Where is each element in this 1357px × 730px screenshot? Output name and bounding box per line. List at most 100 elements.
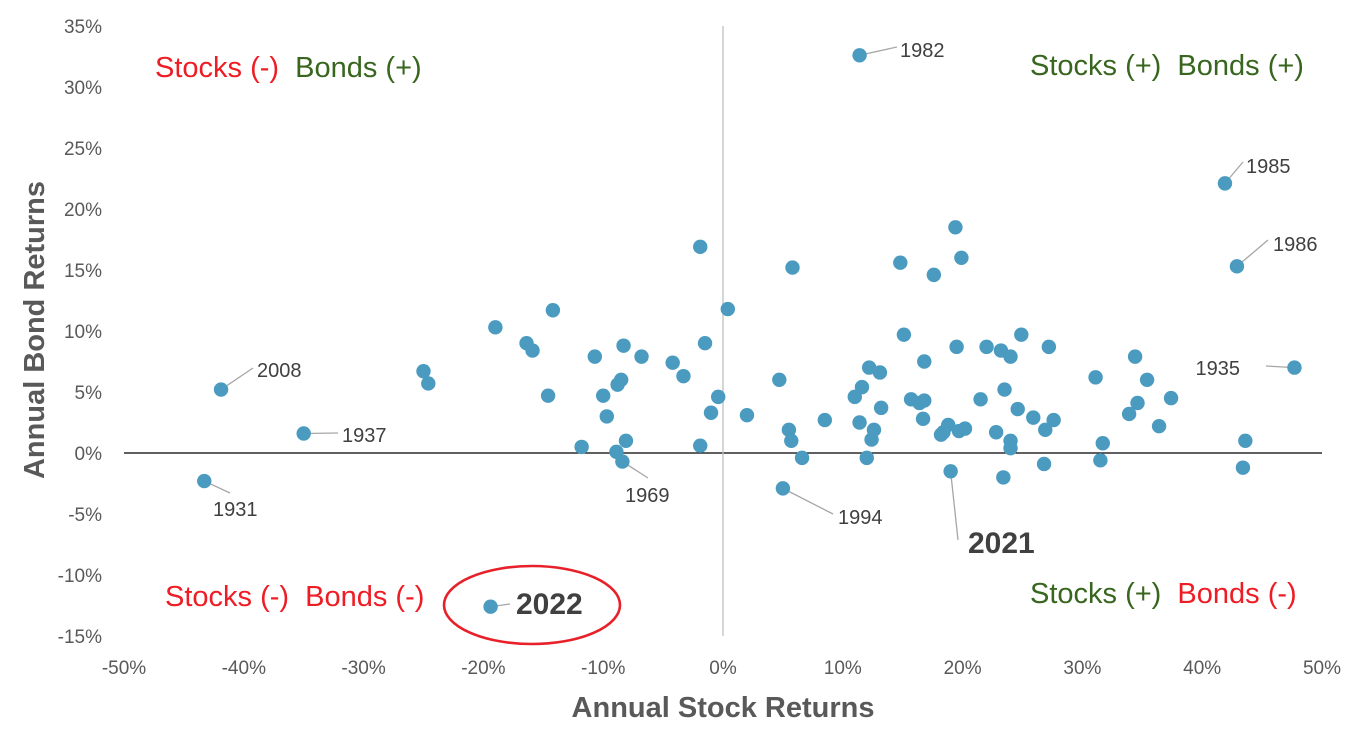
data-point [416, 364, 431, 379]
data-point [973, 392, 988, 407]
point-label-2021: 2021 [968, 527, 1035, 560]
data-point [676, 368, 691, 384]
quadrant-top-left-stocks: Stocks (-) [155, 52, 279, 84]
x-tick-label: 40% [1183, 658, 1221, 679]
data-point [1014, 327, 1029, 342]
data-point [941, 417, 956, 433]
y-tick-label: 0% [75, 444, 103, 465]
y-tick-label: -10% [58, 566, 102, 587]
data-point [540, 388, 556, 403]
x-tick-label: -40% [222, 658, 266, 679]
data-point [693, 239, 708, 255]
data-point [949, 339, 964, 355]
data-point [1151, 418, 1167, 434]
x-tick-label: -20% [461, 658, 505, 679]
data-point [817, 412, 833, 428]
x-tick-label: -10% [581, 658, 625, 679]
data-point [720, 301, 735, 317]
x-tick-label: 50% [1303, 658, 1341, 679]
data-point [697, 336, 713, 351]
point-label-2008: 2008 [257, 360, 302, 382]
data-point [1127, 349, 1143, 364]
x-axis-ticks: -50% -40% -30% -20% -10% 0% 10% 20% 30% 40% 50% [102, 658, 1341, 679]
labeled-points: 1982 1985 1986 2008 1935 1937 1931 1969 1994 2021… [197, 40, 1318, 621]
point-label-1986: 1986 [1273, 234, 1318, 256]
data-point [772, 372, 787, 387]
data-point-1982 [852, 48, 867, 63]
data-point-2022 [483, 599, 498, 614]
data-point [948, 220, 963, 235]
y-axis-title: Annual Bond Returns [19, 181, 51, 479]
data-point [545, 303, 561, 318]
data-point [917, 393, 932, 408]
data-point [1026, 410, 1041, 425]
point-label-2022: 2022 [516, 588, 583, 621]
data-point [1238, 433, 1253, 448]
data-point [421, 376, 436, 391]
data-point [693, 438, 708, 453]
data-point [873, 400, 889, 416]
point-label-1931: 1931 [213, 499, 258, 521]
data-point [616, 338, 631, 353]
data-point [1139, 372, 1155, 387]
data-point [665, 355, 680, 370]
data-point-1969 [615, 454, 630, 469]
point-label-1969: 1969 [625, 485, 670, 507]
y-tick-label: -5% [68, 505, 102, 526]
x-tick-label: -50% [102, 658, 146, 679]
y-tick-label: -15% [58, 627, 102, 648]
data-point [979, 339, 994, 355]
data-point [852, 415, 867, 430]
point-label-1994: 1994 [838, 507, 883, 529]
data-point [574, 439, 589, 455]
quadrant-label-top-left: Stocks (-) Bonds (+) [155, 52, 422, 84]
x-tick-label: 0% [709, 658, 737, 679]
quadrant-top-left-bonds: Bonds (+) [295, 52, 422, 84]
data-point [1093, 453, 1108, 468]
data-point [1163, 390, 1179, 406]
data-point-1931 [197, 473, 212, 489]
data-point [866, 422, 882, 438]
data-point [954, 250, 969, 265]
data-point [915, 411, 931, 427]
x-axis-title: Annual Stock Returns [572, 692, 875, 724]
y-axis-ticks: 35% 30% 25% 20% 15% 10% 5% 0% -5% -10% -15% [58, 17, 102, 648]
data-point [1003, 349, 1018, 364]
data-point [784, 433, 799, 448]
point-label-1935: 1935 [1196, 358, 1241, 380]
data-point [587, 349, 603, 364]
y-tick-label: 35% [64, 17, 102, 38]
quadrant-bottom-right-stocks: Stocks (+) [1030, 578, 1161, 610]
y-tick-label: 30% [64, 78, 102, 99]
x-tick-label: 30% [1063, 658, 1101, 679]
data-point [711, 389, 726, 405]
quadrant-label-bottom-right: Stocks (+) Bonds (-) [1030, 578, 1297, 610]
data-point [859, 450, 874, 466]
quadrant-bottom-left-stocks: Stocks (-) [165, 581, 289, 613]
data-point [618, 433, 634, 448]
point-label-1937: 1937 [342, 425, 387, 447]
data-point [613, 372, 629, 387]
point-label-1982: 1982 [900, 40, 945, 62]
data-point-1986 [1229, 259, 1245, 274]
data-point-1985 [1217, 176, 1233, 191]
data-point [1003, 440, 1018, 456]
data-point-2021 [943, 464, 958, 479]
data-point [1046, 412, 1061, 428]
data-point [896, 327, 912, 342]
data-point [1235, 460, 1251, 475]
x-tick-label: -30% [341, 658, 385, 679]
data-point [1038, 422, 1053, 438]
point-label-1985: 1985 [1246, 156, 1291, 178]
data-point-2008 [213, 382, 229, 397]
data-point-1935 [1287, 360, 1302, 375]
data-point-1994 [775, 481, 791, 496]
data-point [781, 422, 797, 438]
data-point [785, 260, 800, 275]
data-point [854, 379, 870, 395]
quadrant-bottom-left-bonds: Bonds (-) [305, 581, 424, 613]
data-point [1130, 395, 1145, 411]
data-point [525, 343, 540, 358]
data-points [416, 220, 1253, 485]
